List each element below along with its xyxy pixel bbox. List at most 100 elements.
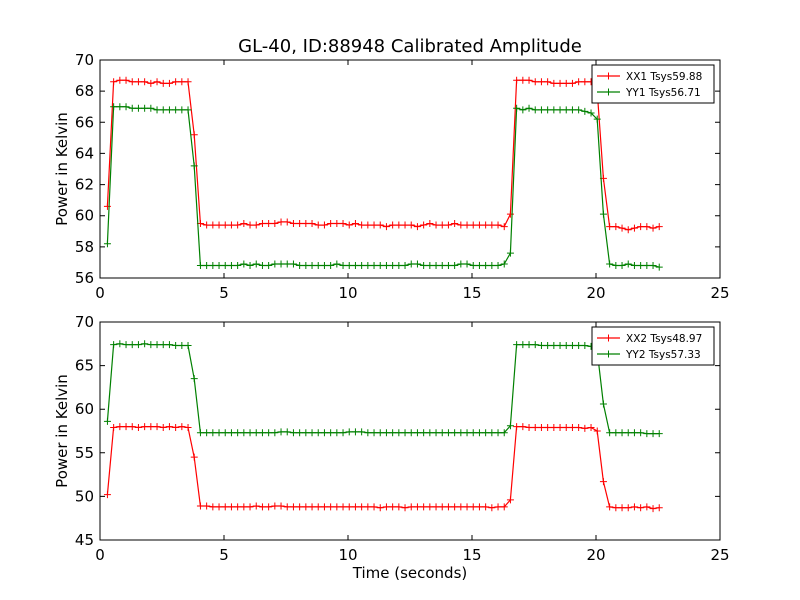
- legend-entry-label: XX1 Tsys59.88: [626, 71, 702, 83]
- data-point-marker: [655, 263, 663, 271]
- data-point-marker: [246, 221, 254, 229]
- data-point-marker: [643, 503, 651, 511]
- y-axis-label: Power in Kelvin: [53, 112, 71, 226]
- x-tick-label: 20: [586, 284, 605, 302]
- data-point-marker: [277, 218, 285, 226]
- data-point-marker: [178, 342, 186, 350]
- data-point-marker: [159, 79, 167, 87]
- data-point-marker: [364, 503, 372, 511]
- data-point-marker: [345, 428, 353, 436]
- data-point-marker: [630, 224, 638, 232]
- data-point-marker: [550, 106, 558, 114]
- data-point-marker: [537, 342, 545, 350]
- data-point-marker: [544, 106, 552, 114]
- data-point-marker: [593, 427, 601, 435]
- data-point-marker: [407, 503, 415, 511]
- data-point-marker: [618, 262, 626, 270]
- x-tick-label: 20: [586, 546, 605, 564]
- data-point-marker: [382, 429, 390, 437]
- data-point-marker: [258, 262, 266, 270]
- data-point-marker: [302, 262, 310, 270]
- data-point-marker: [203, 429, 211, 437]
- data-point-marker: [283, 503, 291, 511]
- data-point-marker: [475, 503, 483, 511]
- data-point-marker: [339, 262, 347, 270]
- data-point-marker: [587, 109, 595, 117]
- bottom-panel: 0 5 10 15 20 25 45 50 55 60 65 70 Power in Kelvin Tim…: [53, 313, 730, 582]
- x-axis-label: Time (seconds): [352, 564, 468, 582]
- data-point-marker: [215, 429, 223, 437]
- data-point-marker: [556, 79, 564, 87]
- data-point-marker: [320, 429, 328, 437]
- legend-marker: [605, 72, 612, 80]
- data-point-marker: [358, 503, 366, 511]
- data-point-marker: [134, 341, 142, 349]
- data-point-marker: [116, 423, 124, 431]
- data-point-marker: [308, 429, 316, 437]
- data-point-marker: [147, 79, 155, 87]
- x-tick-label: 5: [219, 546, 229, 564]
- data-point-marker: [258, 220, 266, 227]
- data-point-marker: [568, 424, 576, 432]
- data-point-marker: [141, 104, 149, 112]
- data-point-marker: [333, 429, 341, 437]
- x-tick-label: 10: [338, 284, 357, 302]
- data-point-marker: [327, 503, 335, 511]
- data-point-marker: [413, 260, 421, 268]
- data-point-marker: [562, 106, 570, 114]
- data-point-marker: [488, 262, 496, 270]
- y-tick-label: 66: [75, 113, 94, 131]
- data-point-marker: [494, 429, 502, 437]
- legend-entry-label: YY2 Tsys57.33: [625, 349, 701, 361]
- data-point-marker: [655, 504, 663, 512]
- y-tick-label: 60: [75, 400, 94, 418]
- data-point-marker: [649, 430, 657, 438]
- data-point-marker: [227, 429, 235, 437]
- data-point-marker: [643, 430, 651, 438]
- data-point-marker: [537, 424, 545, 432]
- data-point-marker: [599, 210, 607, 218]
- data-point-marker: [153, 423, 161, 431]
- data-point-marker: [122, 76, 130, 84]
- data-point-marker: [475, 262, 483, 270]
- data-point-marker: [488, 221, 496, 229]
- data-point-marker: [165, 423, 173, 431]
- data-point-marker: [463, 429, 471, 437]
- data-point-marker: [283, 218, 291, 226]
- data-point-marker: [234, 262, 242, 270]
- data-point-marker: [451, 503, 459, 511]
- data-point-marker: [463, 221, 471, 229]
- data-point-marker: [376, 221, 384, 229]
- data-point-marker: [271, 429, 279, 437]
- data-point-marker: [389, 221, 397, 229]
- y-tick-label: 60: [75, 207, 94, 225]
- x-tick-label: 5: [219, 284, 229, 302]
- data-point-marker: [519, 341, 527, 349]
- data-point-marker: [618, 429, 626, 437]
- data-point-marker: [469, 429, 477, 437]
- data-point-marker: [153, 106, 161, 114]
- data-point-marker: [525, 104, 533, 112]
- data-point-marker: [637, 262, 645, 270]
- data-point-marker: [482, 262, 490, 270]
- series-2-line: [103, 340, 663, 438]
- top-panel: 0 5 10 15 20 25 56 58 60 62 64 66 68 70 Power in Kelvi…: [53, 51, 730, 302]
- data-point-marker: [339, 503, 347, 511]
- data-point-marker: [420, 262, 428, 270]
- data-point-marker: [525, 424, 533, 432]
- data-point-marker: [637, 504, 645, 512]
- data-point-marker: [147, 341, 155, 349]
- data-point-marker: [655, 223, 663, 231]
- data-point-marker: [444, 221, 452, 229]
- data-point-marker: [395, 429, 403, 437]
- data-point-marker: [506, 249, 514, 257]
- data-point-marker: [575, 424, 583, 432]
- data-point-marker: [519, 76, 527, 84]
- data-point-marker: [370, 221, 378, 229]
- data-point-marker: [649, 505, 657, 513]
- x-tick-label: 0: [95, 546, 105, 564]
- data-point-marker: [457, 221, 465, 229]
- data-point-marker: [122, 103, 130, 111]
- data-point-marker: [593, 115, 601, 123]
- data-point-marker: [302, 220, 310, 227]
